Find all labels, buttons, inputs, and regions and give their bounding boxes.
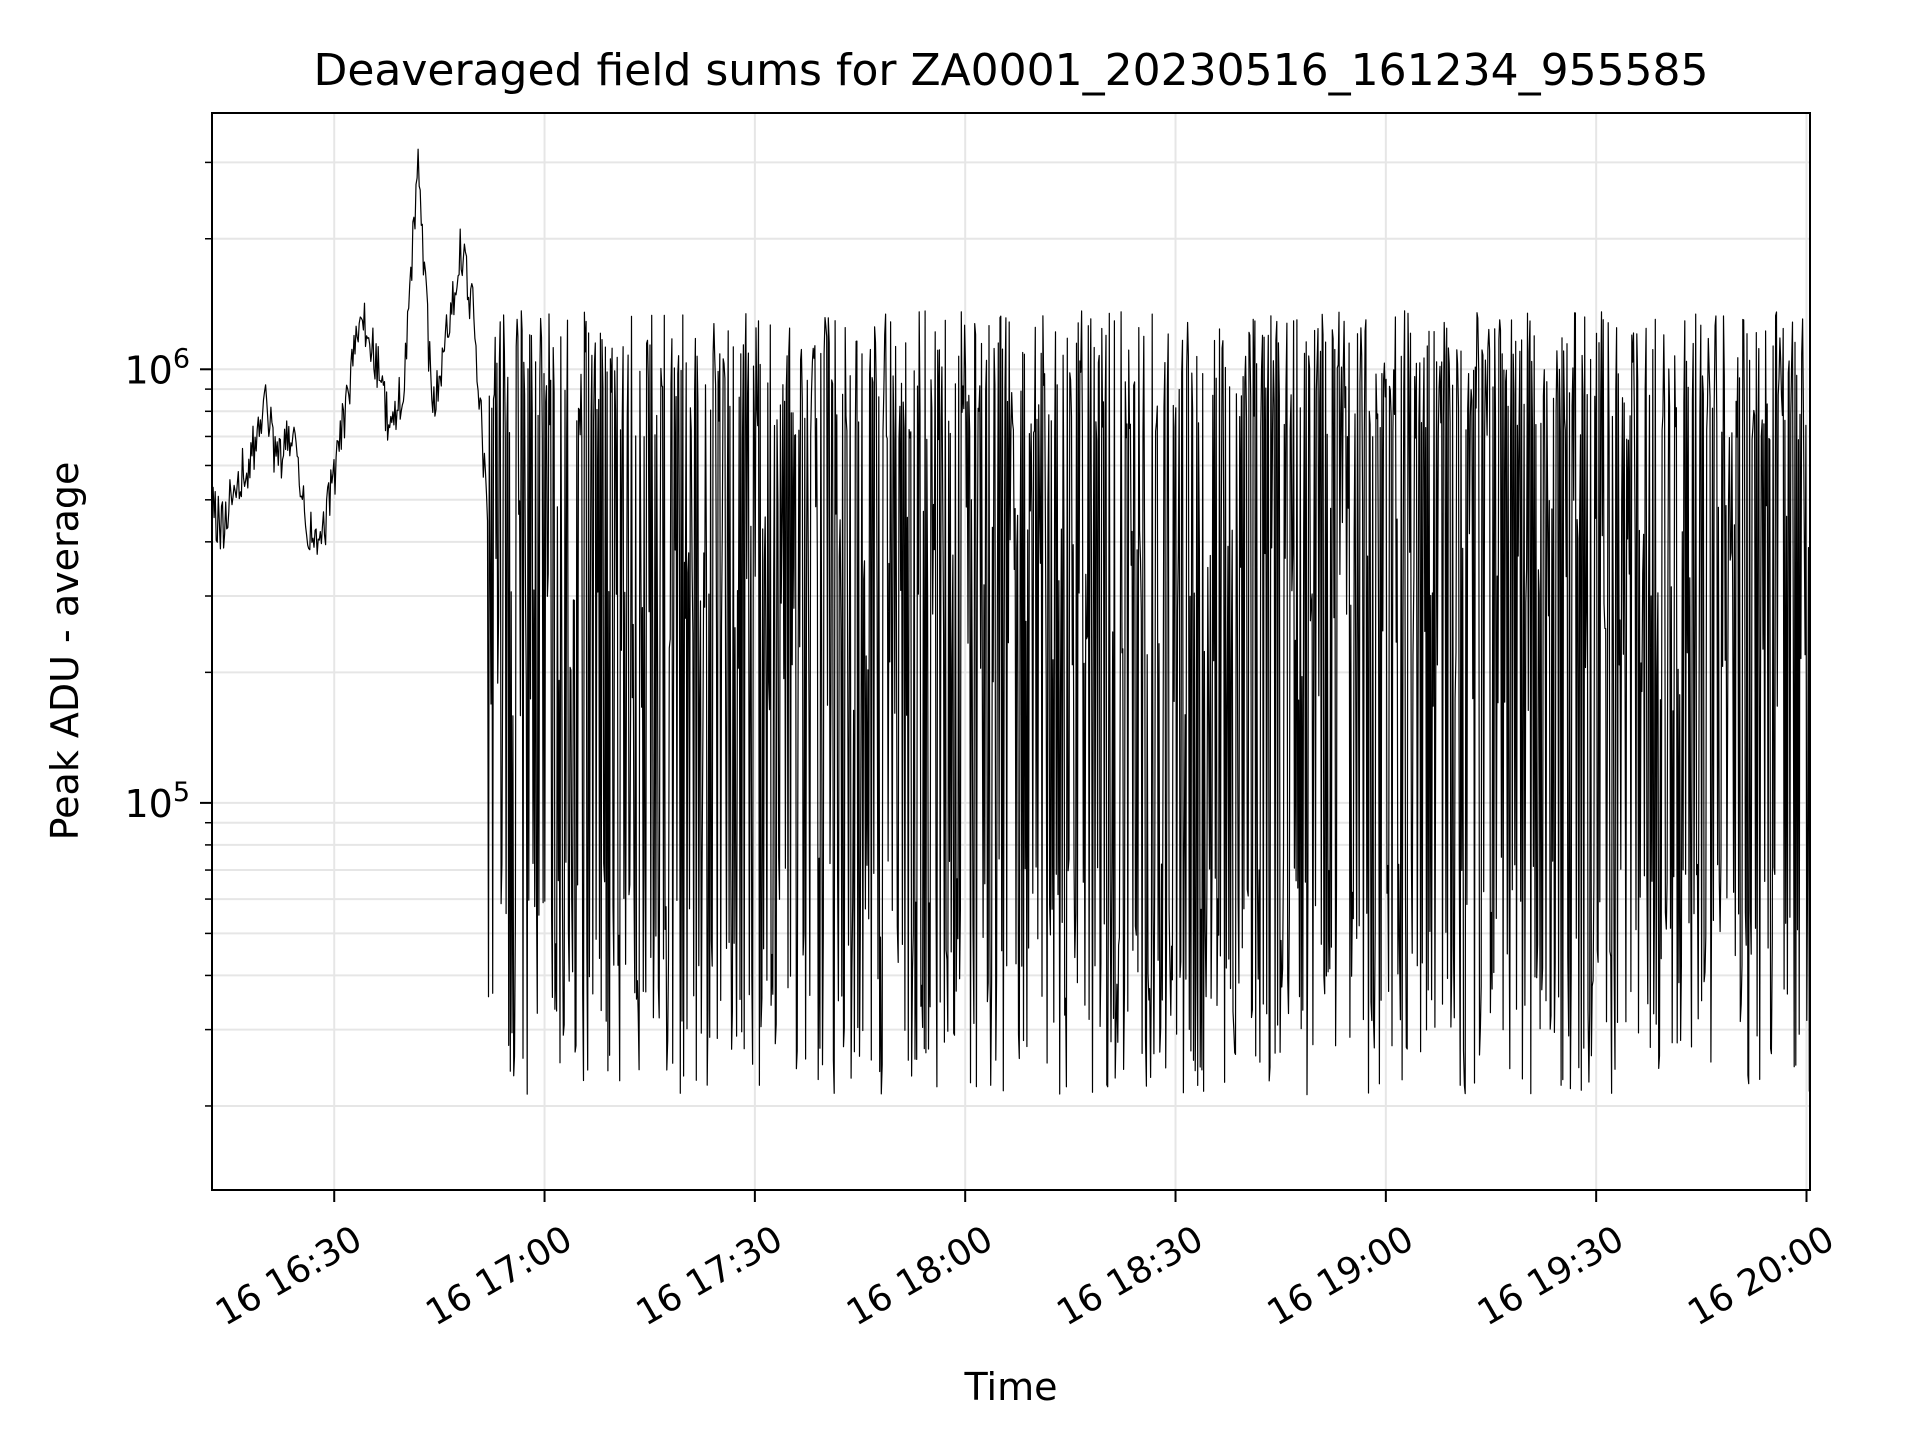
y-tick-label: 106 xyxy=(124,343,190,392)
series-line xyxy=(211,148,1811,1096)
x-tick-label: 16 18:30 xyxy=(1050,1218,1210,1334)
y-tick-label-base: 10 xyxy=(124,782,172,826)
x-axis-ticks: 16 16:30 16 17:00 16 17:30 16 18:00 16 18:30… xyxy=(209,1190,1841,1334)
x-tick-label: 16 17:30 xyxy=(630,1218,790,1334)
chart-title: Deaveraged field sums for ZA0001_2023051… xyxy=(313,45,1708,96)
x-tick-label: 16 19:00 xyxy=(1261,1218,1421,1334)
x-tick-label: 16 19:30 xyxy=(1471,1218,1631,1334)
y-tick-label-exponent: 5 xyxy=(173,777,190,808)
x-tick-label: 16 18:00 xyxy=(840,1218,1000,1334)
y-axis-label: Peak ADU - average xyxy=(43,462,87,841)
x-tick-label: 16 20:00 xyxy=(1681,1218,1841,1334)
y-tick-label-exponent: 6 xyxy=(173,343,190,374)
plot-frame xyxy=(211,112,1811,1191)
series-layer xyxy=(211,148,1811,1096)
y-tick-label: 105 xyxy=(124,777,190,826)
x-axis-label: Time xyxy=(964,1365,1058,1409)
x-tick-label: 16 17:00 xyxy=(419,1218,579,1334)
x-tick-label: 16 16:30 xyxy=(209,1218,369,1334)
y-tick-label-base: 10 xyxy=(124,348,172,392)
